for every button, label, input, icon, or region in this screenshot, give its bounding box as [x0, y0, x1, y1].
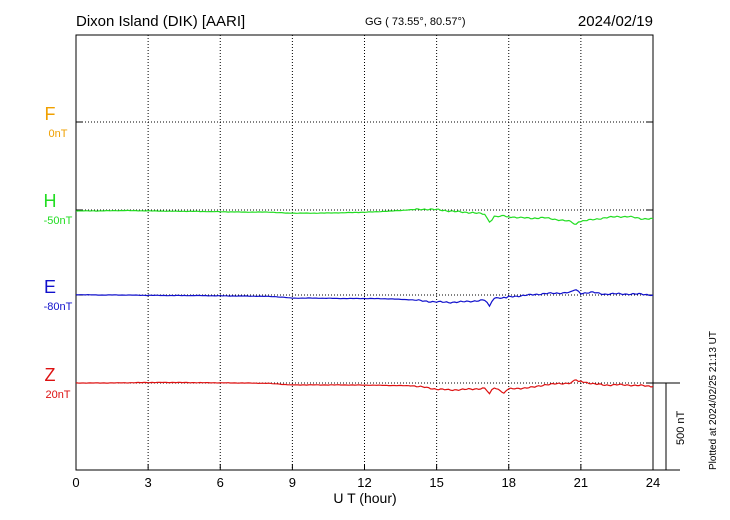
- component-label-f: F: [45, 104, 56, 124]
- component-labels: F 0nT H -50nT E -80nT Z 20nT: [44, 104, 73, 401]
- plotted-at-label: Plotted at 2024/02/25 21:13 UT: [708, 331, 719, 470]
- x-tick-label: 0: [72, 475, 79, 490]
- series-group: [75, 208, 654, 395]
- baseline-value-z: 20nT: [45, 389, 70, 401]
- x-axis-label: U T (hour): [333, 490, 396, 506]
- scale-bar-label: 500 nT: [675, 410, 687, 445]
- series-line-z: [75, 379, 654, 395]
- station-title: Dixon Island (DIK) [AARI]: [76, 13, 245, 30]
- series-line-e: [75, 289, 654, 308]
- x-tick-label: 15: [429, 475, 443, 490]
- component-label-h: H: [44, 191, 57, 211]
- baseline-value-e: -80nT: [44, 301, 73, 313]
- coordinates-label: GG ( 73.55°, 80.57°): [365, 16, 466, 28]
- x-tick-label: 9: [289, 475, 296, 490]
- component-label-z: Z: [45, 365, 56, 385]
- x-ticks: 0 3 6 9 12 15 18 21 24: [72, 464, 660, 490]
- baseline-value-h: -50nT: [44, 215, 73, 227]
- grid: [76, 35, 653, 470]
- component-label-e: E: [44, 277, 56, 297]
- x-tick-label: 21: [574, 475, 588, 490]
- x-tick-label: 18: [502, 475, 516, 490]
- scale-bar: [653, 382, 680, 471]
- series-line-h: [75, 208, 654, 225]
- x-tick-label: 3: [145, 475, 152, 490]
- date-label: 2024/02/19: [578, 13, 653, 30]
- x-tick-label: 6: [217, 475, 224, 490]
- x-tick-label: 12: [357, 475, 371, 490]
- x-tick-label: 24: [646, 475, 660, 490]
- baseline-value-f: 0nT: [49, 128, 68, 140]
